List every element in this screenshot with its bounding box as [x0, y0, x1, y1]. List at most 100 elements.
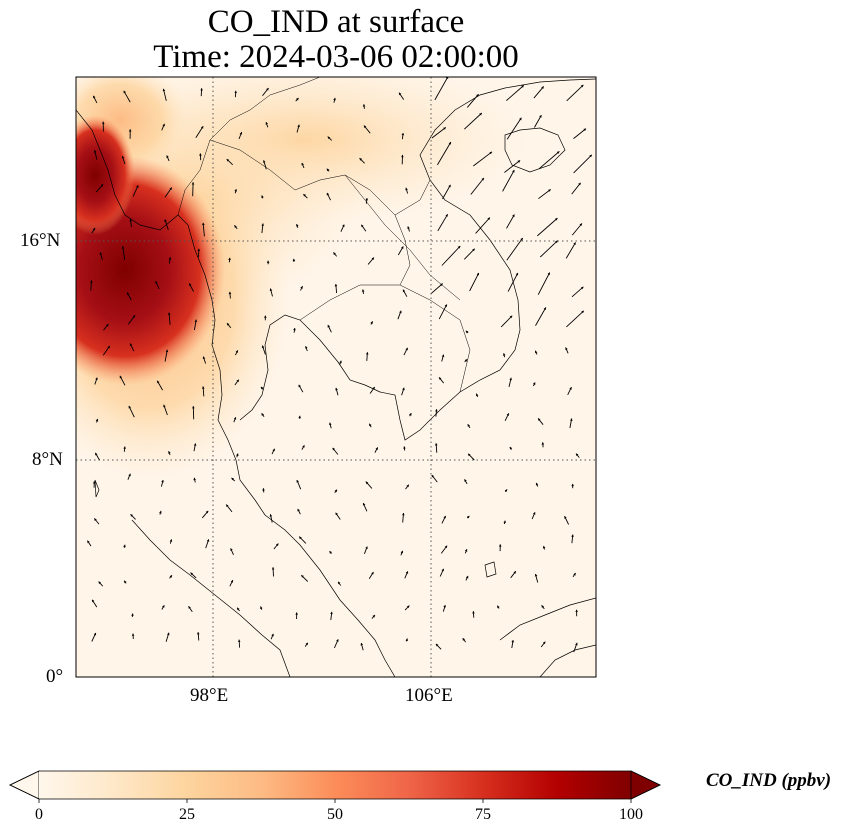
wind-vector-head	[466, 515, 470, 519]
wind-vector-shaft	[506, 237, 524, 261]
wind-vector-head	[123, 90, 126, 94]
wind-vector-head	[197, 248, 201, 251]
wind-vector-head	[131, 613, 134, 616]
wind-vector-head	[406, 484, 409, 488]
wind-vector-head	[401, 154, 404, 158]
wind-vector-head	[575, 642, 578, 646]
wind-vector-head	[457, 246, 461, 249]
wind-vector-head	[261, 223, 264, 226]
wind-vector-head	[371, 257, 374, 260]
country-borders	[177, 77, 471, 393]
wind-vector-head	[298, 384, 301, 388]
wind-vector-head	[329, 422, 332, 426]
wind-vector-head	[305, 642, 308, 646]
wind-vector-head	[234, 225, 237, 228]
wind-vector-head	[517, 160, 521, 163]
wind-vector-head	[538, 418, 541, 421]
wind-vector-head	[409, 413, 412, 416]
wind-vector-head	[472, 248, 475, 252]
wind-vector-shaft	[437, 141, 452, 166]
wind-vector-head	[237, 639, 241, 642]
wind-vector-head	[542, 546, 546, 549]
wind-vector-head	[230, 580, 234, 583]
wind-vector-head	[443, 515, 446, 519]
colorbar-gradient	[39, 771, 631, 799]
wind-vector-head	[511, 640, 515, 643]
wind-vector-head	[375, 447, 378, 450]
wind-vector-head	[161, 480, 164, 483]
wind-vector-head	[535, 482, 539, 486]
wind-vector-shaft	[538, 151, 560, 170]
wind-vector-head	[100, 184, 104, 187]
wind-vector-head	[261, 413, 264, 416]
wind-vector-head	[539, 115, 542, 118]
wind-vector-head	[476, 272, 479, 276]
wind-vector-head	[405, 347, 408, 351]
wind-vector-head	[564, 516, 567, 519]
wind-vector-head	[464, 479, 467, 482]
colorbar	[9, 770, 661, 803]
wind-vector-shaft	[533, 86, 545, 99]
wind-vector-head	[503, 520, 506, 523]
wind-vector-head	[361, 289, 365, 292]
wind-vector-head	[95, 418, 99, 422]
wind-vector-head	[462, 638, 466, 641]
wind-vector-head	[301, 162, 304, 166]
wind-vector-head	[405, 571, 409, 574]
wind-vector-head	[193, 477, 196, 481]
y-tick-label: 16°N	[20, 230, 61, 251]
wind-vector-shaft	[438, 304, 448, 320]
wind-vector-head	[262, 488, 265, 491]
wind-vector-head	[202, 356, 206, 359]
wind-vector-head	[87, 540, 90, 544]
wind-vector-head	[565, 347, 568, 350]
wind-vector-head	[99, 252, 103, 255]
wind-vector-head	[192, 406, 195, 409]
wind-vector-head	[326, 168, 330, 172]
wind-vector-shaft	[535, 307, 547, 326]
wind-vector-shaft	[466, 93, 479, 108]
wind-vector-head	[431, 475, 435, 478]
wind-vector-head	[200, 126, 204, 129]
wind-vector-shaft	[573, 154, 593, 174]
wind-vector-head	[296, 97, 299, 101]
wind-vector-shaft	[434, 77, 449, 101]
wind-vector-head	[271, 567, 275, 570]
wind-vector-head	[90, 280, 93, 283]
wind-vector-head	[580, 286, 584, 290]
wind-vector-head	[101, 121, 105, 124]
wind-vector-shaft	[195, 125, 204, 138]
wind-vector-shaft	[573, 128, 587, 139]
wind-vector-head	[292, 258, 296, 262]
wind-vector-shaft	[571, 182, 581, 195]
wind-vector-head	[534, 574, 538, 577]
wind-vector-head	[231, 477, 234, 481]
wind-vector-head	[465, 575, 469, 579]
wind-vector-head	[467, 424, 470, 427]
wind-vector-head	[260, 386, 264, 390]
wind-vector-head	[468, 453, 471, 457]
wind-vector-head	[206, 539, 210, 542]
wind-vector-head	[128, 129, 132, 132]
wind-vector-head	[164, 219, 167, 222]
wind-vector-head	[589, 154, 592, 158]
wind-vector-head	[298, 415, 301, 419]
wind-vector-head	[261, 195, 264, 198]
wind-vector-head	[263, 160, 266, 163]
wind-vector-shaft	[500, 315, 513, 328]
wind-vector-head	[365, 352, 369, 355]
wind-vector-head	[167, 632, 170, 636]
wind-vector-head	[333, 252, 336, 255]
wind-vector-head	[541, 605, 544, 608]
colorbar-tick-label: 50	[327, 806, 343, 823]
wind-vector-head	[445, 214, 448, 217]
wind-vector-head	[155, 281, 158, 284]
wind-vector-head	[92, 599, 95, 603]
wind-vector-shaft	[442, 184, 451, 200]
wind-vector-head	[201, 386, 205, 389]
wind-vector-head	[163, 404, 166, 408]
wind-vector-head	[296, 480, 299, 483]
wind-vector-head	[479, 113, 482, 116]
wind-vector-shaft	[202, 222, 205, 237]
colorbar-label: CO_IND (ppbv)	[706, 770, 832, 791]
